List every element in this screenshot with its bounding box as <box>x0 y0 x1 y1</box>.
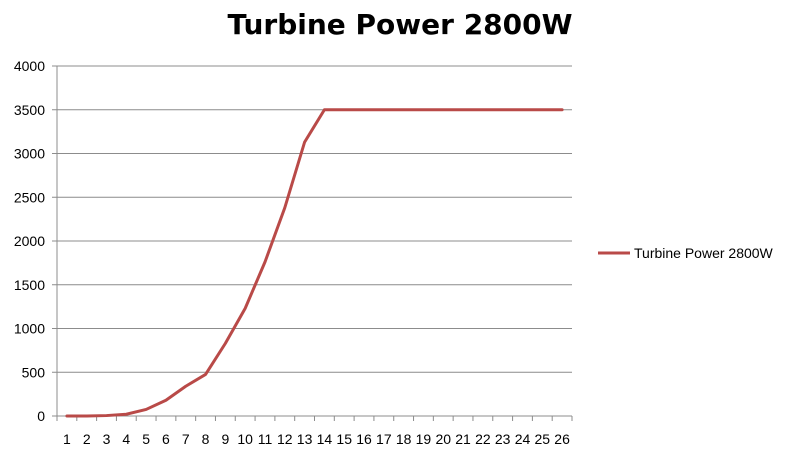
x-tick-label: 12 <box>277 431 293 447</box>
y-tick-label: 3000 <box>14 146 45 162</box>
x-tick-label: 23 <box>495 431 511 447</box>
x-tick-label: 18 <box>396 431 412 447</box>
axes <box>56 66 573 421</box>
x-tick-label: 10 <box>237 431 253 447</box>
legend: Turbine Power 2800W <box>598 245 774 261</box>
chart-title: Turbine Power 2800W <box>227 8 573 41</box>
x-tick-label: 17 <box>376 431 392 447</box>
y-tick-label: 1000 <box>14 321 45 337</box>
x-tick-label: 4 <box>122 431 130 447</box>
x-tick-label: 3 <box>103 431 111 447</box>
x-tick-label: 1 <box>63 431 71 447</box>
series-group <box>65 108 564 418</box>
x-tick-label: 20 <box>435 431 451 447</box>
x-tick-label: 16 <box>356 431 372 447</box>
x-axis-labels: 1 2 3 4 5 6 7 8 9 10 11 12 13 14 15 16 17 18 19 20 21 22 23 24 2… <box>63 431 570 447</box>
x-tick-label: 7 <box>182 431 190 447</box>
y-tick-label: 3500 <box>14 102 45 118</box>
y-tick-label: 0 <box>37 408 45 424</box>
x-tick-label: 9 <box>221 431 229 447</box>
y-tick-label: 500 <box>22 364 46 380</box>
y-tick-label: 4000 <box>14 58 45 74</box>
x-tick-label: 19 <box>416 431 432 447</box>
y-tick-label: 1500 <box>14 277 45 293</box>
x-tick-label: 6 <box>162 431 170 447</box>
x-tick-label: 21 <box>455 431 471 447</box>
x-tick-label: 5 <box>142 431 150 447</box>
x-tick-label: 13 <box>297 431 313 447</box>
y-tick-label: 2000 <box>14 233 45 249</box>
x-tick-label: 14 <box>317 431 333 447</box>
x-tick-label: 24 <box>515 431 531 447</box>
x-tick-label: 26 <box>554 431 570 447</box>
x-tick-label: 25 <box>534 431 550 447</box>
x-tick-label: 11 <box>258 431 273 447</box>
x-tick-label: 22 <box>475 431 491 447</box>
grid-lines <box>52 65 572 417</box>
series-line <box>65 108 564 418</box>
x-tick-label: 8 <box>202 431 210 447</box>
y-tick-label: 2500 <box>14 189 45 205</box>
y-axis-labels: 0 500 1000 1500 2000 2500 3000 3500 4000 <box>14 58 45 424</box>
x-tick-label: 2 <box>83 431 91 447</box>
x-tick-label: 15 <box>336 431 352 447</box>
legend-label: Turbine Power 2800W <box>634 245 774 261</box>
